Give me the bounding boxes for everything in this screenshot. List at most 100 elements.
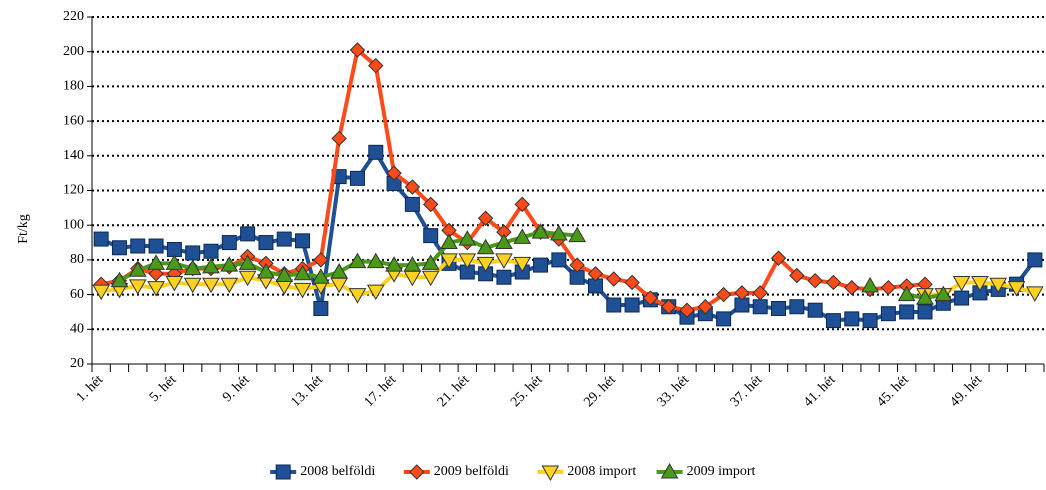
marker xyxy=(295,233,311,249)
marker xyxy=(551,252,567,268)
marker xyxy=(221,235,237,251)
marker xyxy=(148,238,164,254)
marker xyxy=(165,254,184,270)
marker xyxy=(366,252,385,269)
marker xyxy=(203,243,219,259)
x-tick-label: 9. hét xyxy=(220,372,253,405)
marker xyxy=(862,313,878,329)
marker xyxy=(275,464,291,480)
marker xyxy=(313,300,329,316)
marker xyxy=(624,297,640,313)
marker xyxy=(477,210,494,226)
marker xyxy=(954,290,970,306)
x-tick-label: 29. hét xyxy=(581,372,619,410)
marker xyxy=(183,277,202,294)
marker xyxy=(348,252,367,269)
y-tick-label: 180 xyxy=(63,79,84,94)
marker xyxy=(660,462,679,479)
marker xyxy=(606,271,622,287)
marker xyxy=(110,271,129,288)
marker xyxy=(495,233,513,250)
marker xyxy=(93,231,109,247)
marker xyxy=(386,165,402,181)
marker xyxy=(257,263,275,279)
marker xyxy=(293,282,312,299)
series-line xyxy=(100,150,1037,323)
y-tick-label: 60 xyxy=(70,287,84,302)
y-tick-label: 160 xyxy=(63,113,84,128)
y-tick-label: 120 xyxy=(63,183,84,198)
legend-label: 2008 import xyxy=(567,464,636,479)
marker xyxy=(238,254,257,270)
y-tick-label: 80 xyxy=(70,252,84,267)
marker xyxy=(825,274,842,291)
marker xyxy=(130,238,146,254)
marker xyxy=(165,275,184,292)
marker xyxy=(202,257,220,274)
marker xyxy=(770,250,787,266)
marker xyxy=(183,259,202,276)
marker xyxy=(404,196,420,212)
marker xyxy=(238,270,257,287)
marker xyxy=(368,57,384,74)
marker xyxy=(331,130,347,147)
marker xyxy=(541,465,560,482)
marker xyxy=(861,276,879,293)
marker xyxy=(952,275,971,292)
marker xyxy=(531,223,550,239)
marker xyxy=(458,253,477,269)
marker xyxy=(313,252,329,268)
marker xyxy=(147,281,165,297)
marker xyxy=(258,235,274,251)
marker xyxy=(844,279,860,296)
x-tick-label: 37. hét xyxy=(728,372,766,410)
marker xyxy=(185,245,201,261)
marker xyxy=(624,274,640,291)
marker xyxy=(458,230,477,246)
y-tick-label: 20 xyxy=(70,356,84,371)
x-tick-label: 33. hét xyxy=(655,372,693,410)
marker xyxy=(440,253,458,269)
marker xyxy=(385,256,403,272)
x-tick-label: 1. hét xyxy=(74,372,107,405)
marker xyxy=(789,299,805,315)
legend-label: 2008 belföldi xyxy=(300,464,375,479)
marker xyxy=(514,196,530,213)
y-axis-label: Ft/kg xyxy=(16,214,31,244)
marker xyxy=(495,253,513,269)
marker xyxy=(1025,286,1044,302)
x-tick-label: 13. hét xyxy=(288,372,326,410)
marker xyxy=(897,285,916,302)
marker xyxy=(971,275,989,292)
marker xyxy=(349,42,366,58)
marker xyxy=(533,257,549,273)
marker xyxy=(660,299,677,315)
x-tick-label: 25. hét xyxy=(508,372,546,410)
y-tick-label: 220 xyxy=(63,9,84,24)
marker xyxy=(421,270,440,287)
marker xyxy=(148,266,164,282)
marker xyxy=(276,231,292,247)
x-tick-label: 45. hét xyxy=(874,372,912,410)
marker xyxy=(404,179,421,195)
marker xyxy=(734,285,750,301)
marker xyxy=(330,263,349,279)
x-tick-label: 41. hét xyxy=(801,372,839,410)
y-tick-label: 200 xyxy=(63,44,84,59)
marker xyxy=(569,257,585,273)
legend-label: 2009 import xyxy=(687,464,756,479)
marker xyxy=(311,268,330,284)
marker xyxy=(771,300,787,316)
marker xyxy=(789,267,805,284)
marker xyxy=(587,266,604,282)
marker xyxy=(715,286,732,303)
marker xyxy=(807,273,823,289)
marker xyxy=(366,284,385,301)
y-tick-label: 40 xyxy=(70,322,84,337)
marker xyxy=(476,238,495,255)
y-tick-label: 140 xyxy=(63,148,84,163)
marker xyxy=(899,304,915,320)
marker xyxy=(716,311,732,327)
marker xyxy=(642,290,659,306)
